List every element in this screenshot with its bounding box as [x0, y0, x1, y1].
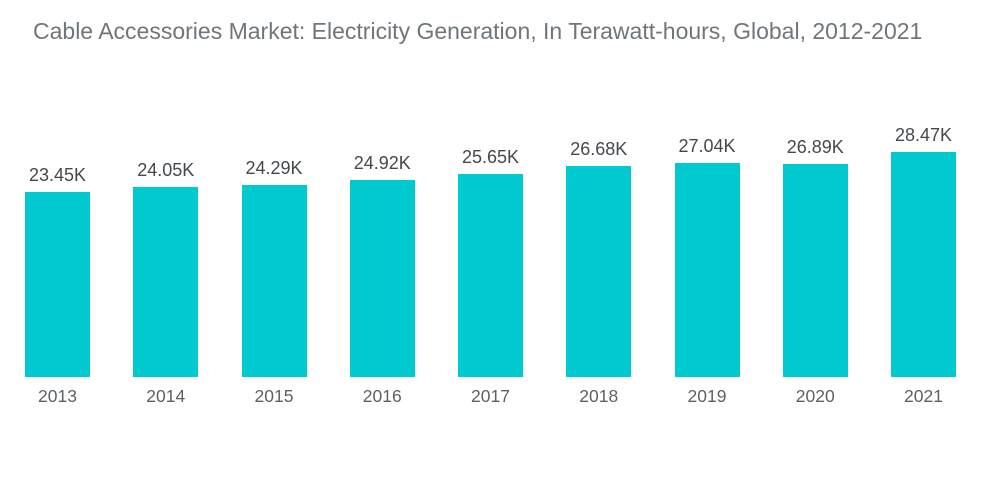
bar-column-2019: 27.04K 2019 [674, 135, 740, 408]
bar-value-label: 24.29K [245, 158, 303, 178]
bar-2019 [674, 163, 740, 377]
x-axis-label: 2015 [254, 386, 294, 406]
bar-2020 [782, 164, 848, 377]
bar-chart: 23.45K 2013 24.05K 2014 24.29K 2015 24.92K 2016… [25, 0, 956, 408]
bar-2015 [241, 185, 307, 377]
bar-column-2020: 26.89K 2020 [782, 136, 848, 408]
chart-title: Cable Accessories Market: Electricity Ge… [33, 18, 923, 44]
bar-2014 [133, 187, 199, 377]
x-axis-label: 2016 [362, 386, 402, 406]
x-axis-label: 2019 [687, 386, 727, 406]
bar-2017 [458, 174, 523, 377]
bar-2021 [891, 152, 956, 377]
bar-2016 [349, 180, 415, 377]
x-axis-label: 2013 [38, 386, 77, 406]
x-axis-label: 2014 [146, 386, 186, 406]
bar-column-2021: 28.47K 2021 [891, 124, 956, 408]
bar-value-label: 25.65K [461, 147, 520, 167]
bar-column-2015: 24.29K 2015 [241, 157, 307, 408]
bar-column-2014: 24.05K 2014 [133, 159, 199, 408]
x-axis-label: 2021 [904, 386, 943, 406]
bar-value-label: 24.92K [353, 153, 411, 173]
bar-value-label: 23.45K [28, 165, 87, 185]
bar-2018 [566, 166, 632, 377]
bar-column-2017: 25.65K 2017 [458, 146, 523, 408]
bar-column-2013: 23.45K 2013 [25, 164, 90, 408]
bar-column-2016: 24.92K 2016 [349, 152, 415, 408]
bar-value-label: 26.89K [786, 137, 844, 157]
x-axis-label: 2017 [471, 386, 510, 406]
bar-value-label: 26.68K [570, 139, 628, 159]
x-axis-label: 2018 [579, 386, 619, 406]
bar-2013 [25, 192, 90, 377]
x-axis-label: 2020 [795, 386, 835, 406]
bar-value-label: 24.05K [137, 160, 195, 180]
bar-value-label: 28.47K [894, 125, 953, 145]
bar-value-label: 27.04K [678, 136, 736, 156]
bar-column-2018: 26.68K 2018 [566, 138, 632, 408]
